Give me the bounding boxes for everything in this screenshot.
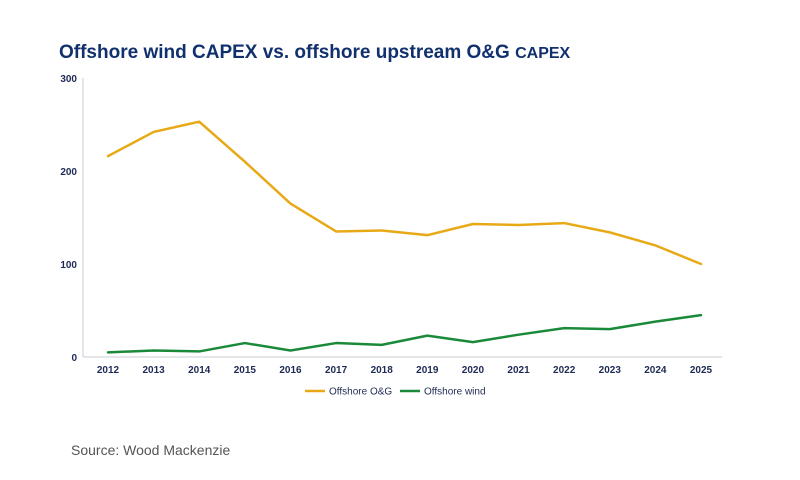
x-tick-label: 2014 bbox=[188, 365, 211, 376]
x-tick-label: 2024 bbox=[644, 365, 667, 376]
series-layer bbox=[106, 120, 703, 354]
x-tick-label: 2015 bbox=[234, 365, 257, 376]
x-axis-ticks: 2012 2013 2014 2015 2016 2017 2018 2019 2020 2021… bbox=[97, 365, 713, 376]
y-tick-label: 0 bbox=[71, 353, 77, 364]
chart-title-main: Offshore wind CAPEX vs. offshore upstrea… bbox=[59, 42, 510, 63]
series-line bbox=[106, 313, 703, 354]
x-tick-label: 2023 bbox=[599, 365, 622, 376]
legend: Offshore O&G Offshore wind bbox=[305, 387, 486, 398]
x-tick-label: 2021 bbox=[507, 365, 530, 376]
x-tick-label: 2025 bbox=[690, 365, 713, 376]
x-tick-label: 2013 bbox=[142, 365, 165, 376]
x-tick-label: 2020 bbox=[462, 365, 485, 376]
y-tick-label: 100 bbox=[60, 260, 77, 271]
legend-label: Offshore O&G bbox=[329, 387, 392, 398]
y-tick-label: 300 bbox=[60, 74, 77, 85]
x-tick-label: 2012 bbox=[97, 365, 120, 376]
y-axis-ticks: 0 100 200 300 bbox=[60, 74, 77, 364]
legend-label: Offshore wind bbox=[424, 387, 486, 398]
y-tick-label: 200 bbox=[60, 167, 77, 178]
chart-title: Offshore wind CAPEX vs. offshore upstrea… bbox=[59, 42, 570, 64]
x-tick-label: 2016 bbox=[279, 365, 302, 376]
x-tick-label: 2019 bbox=[416, 365, 439, 376]
chart-title-suffix: CAPEX bbox=[515, 45, 571, 62]
x-tick-label: 2022 bbox=[553, 365, 576, 376]
source-note: Source: Wood Mackenzie bbox=[71, 442, 231, 458]
x-tick-label: 2017 bbox=[325, 365, 348, 376]
series-line bbox=[106, 120, 703, 266]
x-tick-label: 2018 bbox=[371, 365, 394, 376]
